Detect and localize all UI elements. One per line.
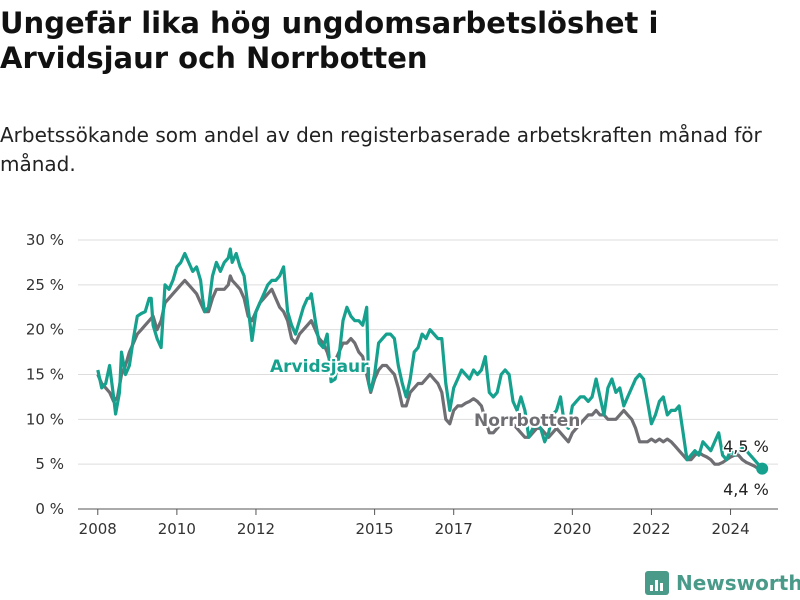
series-label-arvidsjaur: Arvidsjaur	[270, 357, 369, 377]
y-tick-label: 25 %	[26, 276, 64, 294]
x-tick-label: 2017	[435, 520, 473, 538]
series-line-norrbotten	[96, 274, 763, 472]
x-tick-label: 2010	[158, 520, 196, 538]
y-tick-label: 0 %	[35, 500, 64, 518]
brand-name: Newsworthy	[676, 571, 800, 595]
x-tick-label: 2020	[553, 520, 591, 538]
end-point-marker	[756, 462, 769, 475]
x-tick-label: 2008	[79, 520, 117, 538]
end-value-label-arvidsjaur: 4,5 %	[723, 437, 769, 456]
series-lines	[96, 247, 769, 475]
newsworthy-brand: Newsworthy	[645, 569, 800, 597]
y-tick-label: 20 %	[26, 321, 64, 339]
y-axis-labels: 0 % 5 % 10 % 15 % 20 % 25 % 30 %	[26, 231, 64, 518]
chart-title: Ungefär lika hög ungdomsarbetslöshet i A…	[0, 6, 659, 75]
x-tick-label: 2012	[237, 520, 275, 538]
bar-chart-logo-icon	[645, 571, 669, 595]
x-tick-label: 2015	[356, 520, 394, 538]
end-value-label-norrbotten: 4,4 %	[723, 480, 769, 499]
y-tick-label: 30 %	[26, 231, 64, 249]
x-axis: 2008 2010 2012 2015 2017 2020 2022 2024	[79, 509, 750, 538]
y-tick-label: 10 %	[26, 410, 64, 428]
y-tick-label: 5 %	[35, 455, 64, 473]
series-line-arvidsjaur	[96, 247, 764, 470]
x-tick-label: 2022	[632, 520, 670, 538]
series-label-norrbotten: Norrbotten	[474, 411, 580, 431]
x-tick-label: 2024	[711, 520, 749, 538]
grid-lines	[78, 239, 778, 510]
series-labels: Arvidsjaur Norrbotten 4,5 % 4,4 %	[268, 355, 770, 501]
y-tick-label: 15 %	[26, 366, 64, 384]
chart-subtitle: Arbetssökande som andel av den registerb…	[0, 123, 762, 176]
